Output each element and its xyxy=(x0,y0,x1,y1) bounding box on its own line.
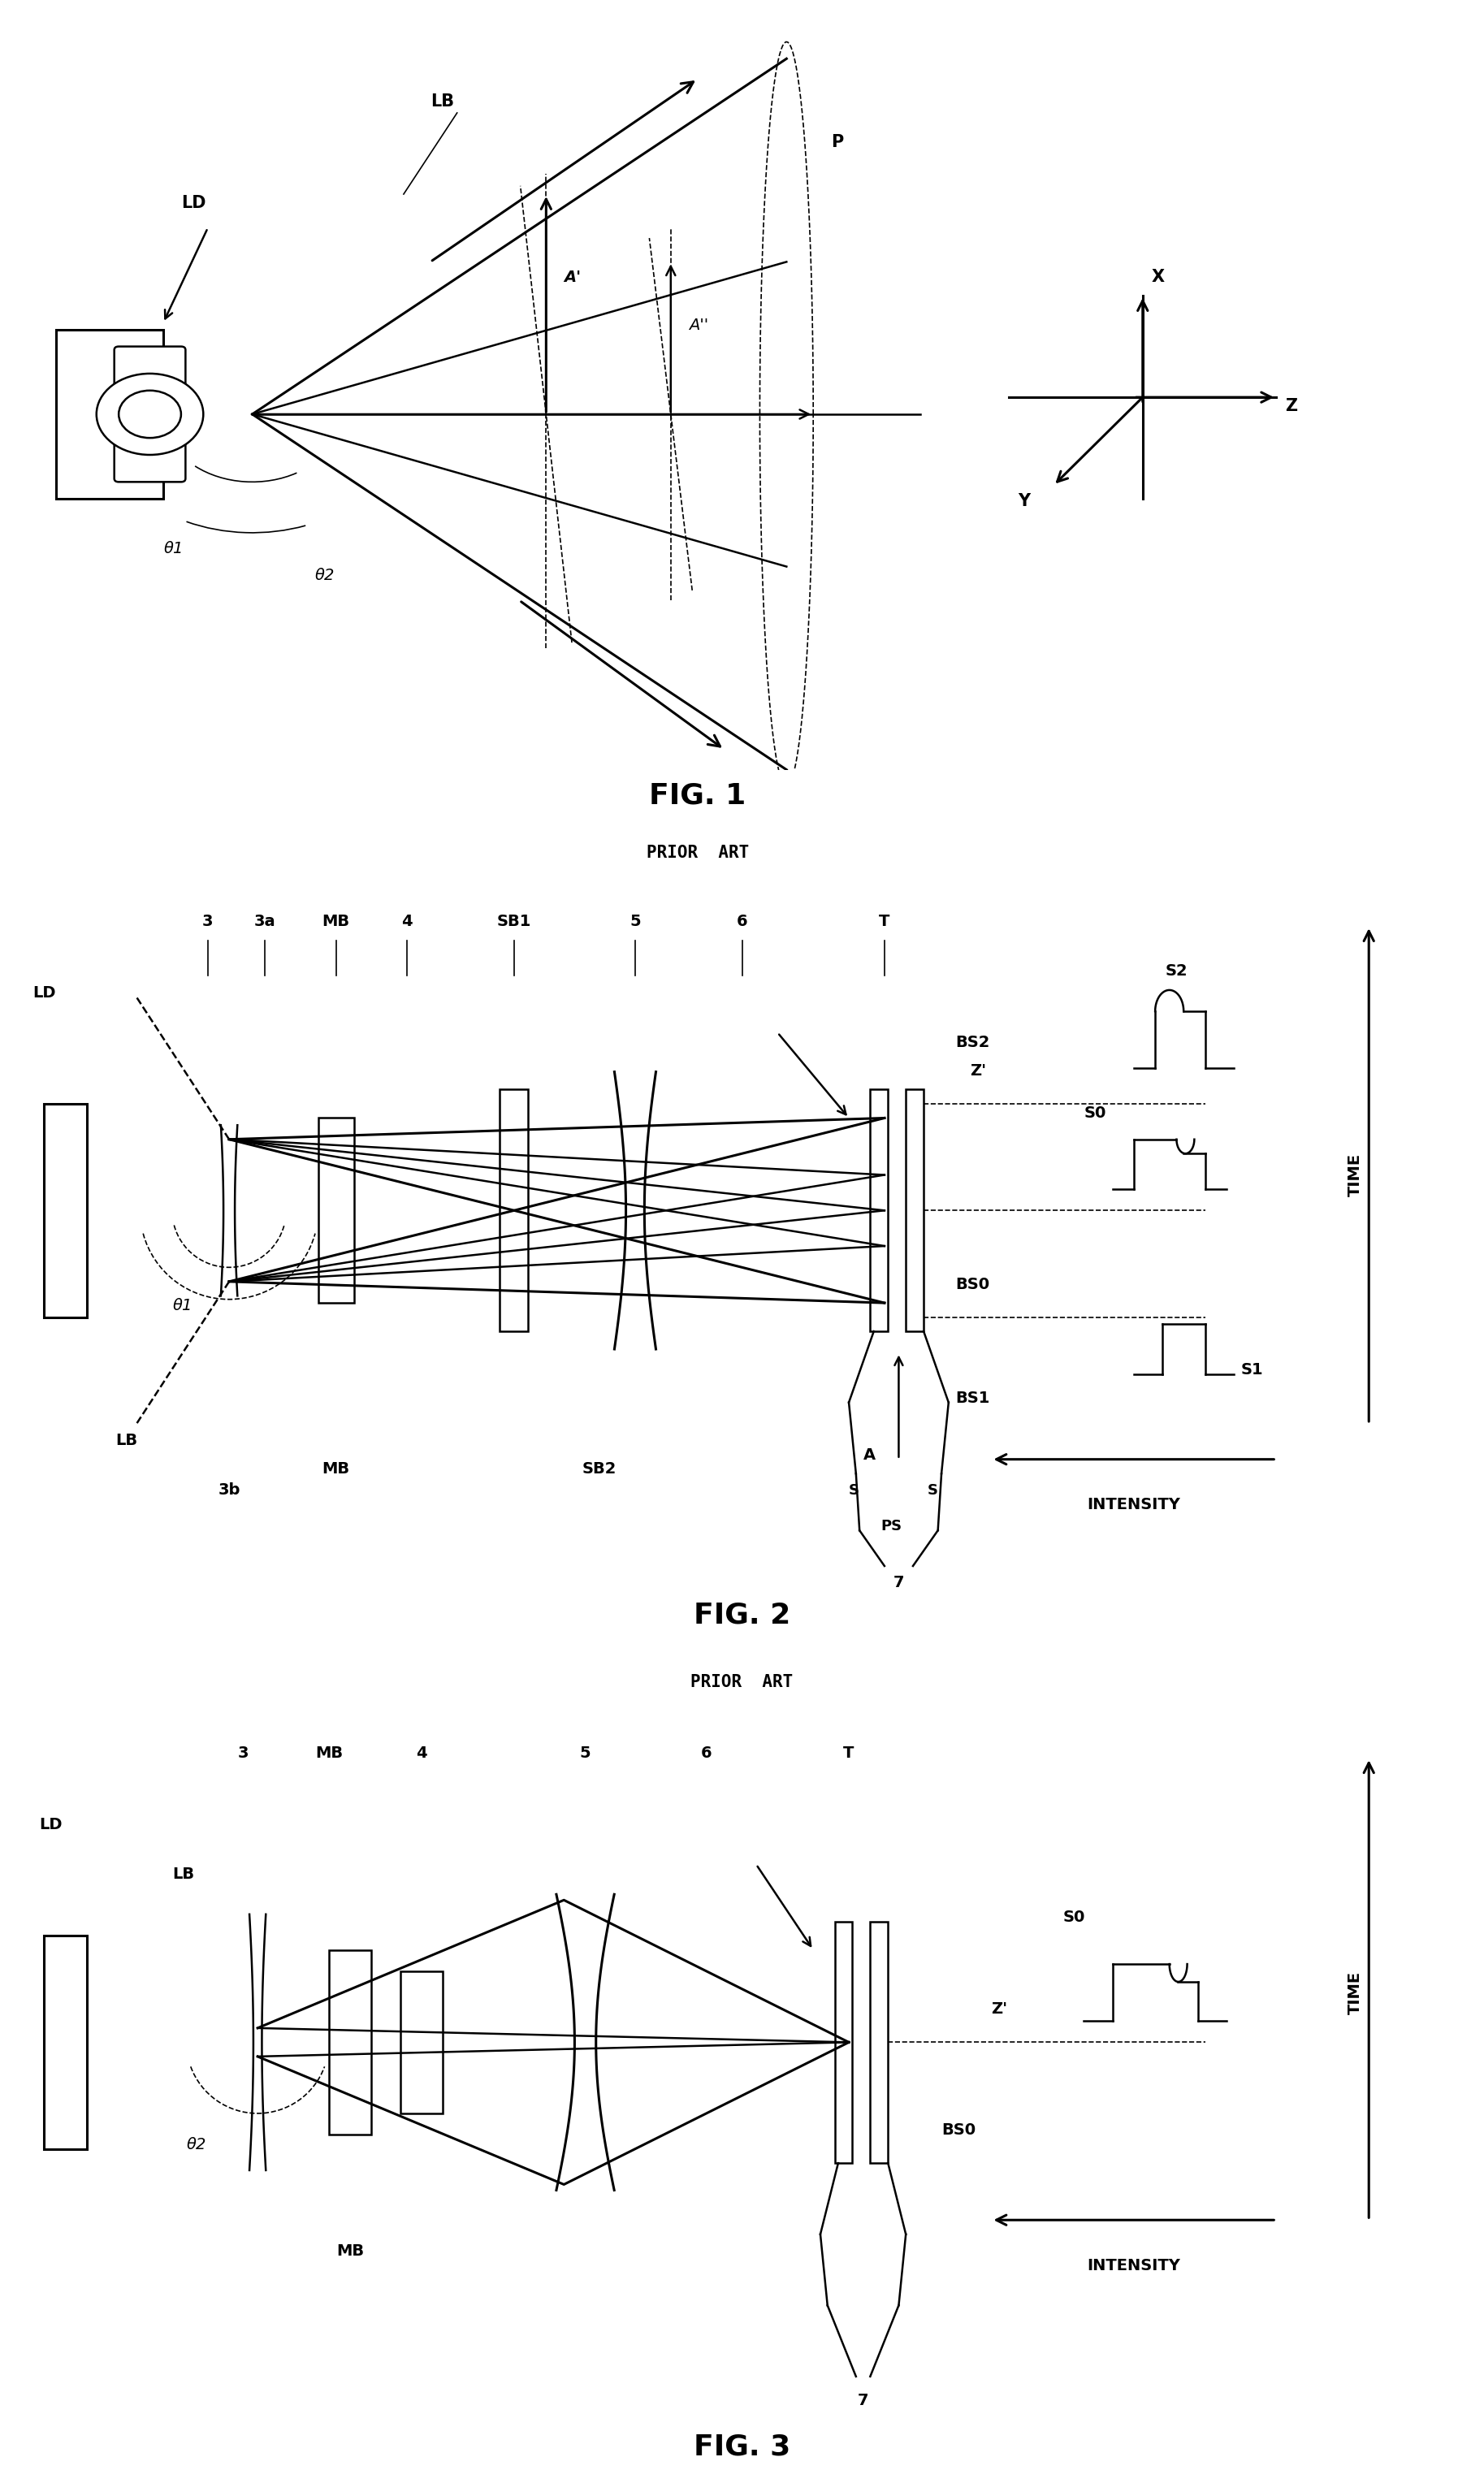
Text: FIG. 1: FIG. 1 xyxy=(649,782,746,809)
Text: SB1: SB1 xyxy=(497,914,531,929)
Text: LD: LD xyxy=(181,194,206,211)
Text: S: S xyxy=(849,1482,859,1497)
Text: FIG. 3: FIG. 3 xyxy=(693,2433,791,2461)
Text: BS1: BS1 xyxy=(956,1390,990,1405)
Bar xyxy=(401,1972,442,2113)
Text: FIG. 2: FIG. 2 xyxy=(693,1602,791,1629)
Text: 6: 6 xyxy=(700,1746,712,1760)
Text: TIME: TIME xyxy=(1347,1972,1362,2014)
Bar xyxy=(500,1090,528,1331)
Text: 4: 4 xyxy=(416,1746,427,1760)
Bar xyxy=(318,1117,353,1304)
Bar xyxy=(45,1937,86,2148)
Text: BS0: BS0 xyxy=(956,1276,990,1291)
Text: MB: MB xyxy=(322,1462,350,1477)
Bar xyxy=(870,1090,887,1331)
Text: S0: S0 xyxy=(1083,1105,1106,1122)
Text: INTENSITY: INTENSITY xyxy=(1088,1497,1180,1512)
Text: T: T xyxy=(843,1746,855,1760)
Text: MB: MB xyxy=(337,2245,364,2260)
Text: 3a: 3a xyxy=(254,914,276,929)
Bar xyxy=(870,1922,887,2163)
Text: P: P xyxy=(831,134,843,149)
Text: A': A' xyxy=(564,271,582,286)
Text: S2: S2 xyxy=(1165,963,1187,978)
Text: 6: 6 xyxy=(736,914,748,929)
Text: Y: Y xyxy=(1018,492,1030,509)
Text: X: X xyxy=(1152,268,1165,286)
Text: PRIOR  ART: PRIOR ART xyxy=(646,844,749,862)
Text: T: T xyxy=(879,914,890,929)
Text: PRIOR  ART: PRIOR ART xyxy=(690,1674,794,1691)
Text: A'': A'' xyxy=(689,318,708,333)
Text: INTENSITY: INTENSITY xyxy=(1088,2257,1180,2272)
Text: 3b: 3b xyxy=(218,1482,240,1497)
Circle shape xyxy=(119,390,181,437)
FancyBboxPatch shape xyxy=(56,330,163,499)
Text: 5: 5 xyxy=(580,1746,591,1760)
Text: LB: LB xyxy=(116,1433,137,1448)
FancyBboxPatch shape xyxy=(114,348,186,482)
Text: S0: S0 xyxy=(1063,1909,1085,1924)
Text: LB: LB xyxy=(430,92,454,109)
Text: S: S xyxy=(928,1482,938,1497)
Circle shape xyxy=(96,372,203,454)
Text: Z': Z' xyxy=(971,1063,987,1078)
Bar xyxy=(329,1949,371,2135)
Text: 3: 3 xyxy=(237,1746,249,1760)
Text: 4: 4 xyxy=(402,914,413,929)
Text: TIME: TIME xyxy=(1347,1152,1362,1197)
Text: A: A xyxy=(864,1448,876,1462)
Text: LD: LD xyxy=(33,986,55,1001)
Text: MB: MB xyxy=(322,914,350,929)
Text: SB2: SB2 xyxy=(582,1462,617,1477)
Bar xyxy=(45,1105,86,1316)
Text: 3: 3 xyxy=(202,914,214,929)
Text: 7: 7 xyxy=(858,2394,868,2409)
Bar xyxy=(834,1922,852,2163)
Text: PS: PS xyxy=(881,1520,902,1534)
Text: LD: LD xyxy=(40,1818,62,1832)
Text: 7: 7 xyxy=(893,1574,904,1592)
Text: Z: Z xyxy=(1285,397,1297,415)
Text: BS2: BS2 xyxy=(956,1035,990,1050)
Text: LB: LB xyxy=(172,1867,194,1882)
Text: MB: MB xyxy=(315,1746,343,1760)
Text: $\theta$1: $\theta$1 xyxy=(163,541,183,556)
Text: $\theta$2: $\theta$2 xyxy=(187,2138,206,2153)
Bar xyxy=(905,1090,923,1331)
Text: $\theta$1: $\theta$1 xyxy=(172,1299,191,1314)
Text: 5: 5 xyxy=(629,914,641,929)
Text: BS0: BS0 xyxy=(941,2123,975,2138)
Text: $\theta$2: $\theta$2 xyxy=(315,569,335,584)
Text: S1: S1 xyxy=(1241,1361,1263,1378)
Text: Z': Z' xyxy=(991,2001,1008,2016)
